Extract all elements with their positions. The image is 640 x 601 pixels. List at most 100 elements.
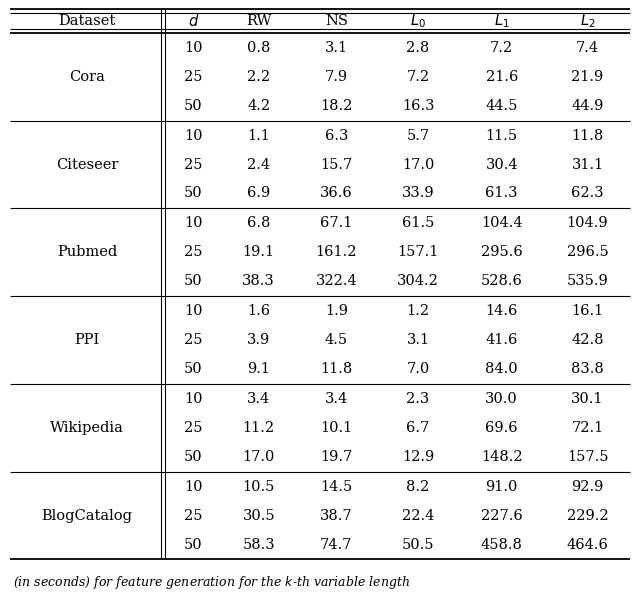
Text: Dataset: Dataset	[59, 14, 116, 28]
Text: 25: 25	[184, 157, 203, 171]
Text: 7.9: 7.9	[324, 70, 348, 84]
Text: 19.1: 19.1	[243, 245, 275, 260]
Text: PPI: PPI	[75, 333, 100, 347]
Text: 50: 50	[184, 99, 203, 112]
Text: 67.1: 67.1	[320, 216, 353, 230]
Text: 72.1: 72.1	[572, 421, 604, 435]
Text: 6.7: 6.7	[406, 421, 429, 435]
Text: 25: 25	[184, 70, 203, 84]
Text: 38.3: 38.3	[243, 274, 275, 288]
Text: BlogCatalog: BlogCatalog	[42, 509, 132, 523]
Text: 528.6: 528.6	[481, 274, 523, 288]
Text: $d$: $d$	[188, 13, 199, 29]
Text: 50: 50	[184, 186, 203, 200]
Text: 38.7: 38.7	[320, 509, 353, 523]
Text: 30.5: 30.5	[243, 509, 275, 523]
Text: 10: 10	[184, 129, 203, 142]
Text: 62.3: 62.3	[572, 186, 604, 200]
Text: 304.2: 304.2	[397, 274, 439, 288]
Text: 21.9: 21.9	[572, 70, 604, 84]
Text: 91.0: 91.0	[486, 480, 518, 494]
Text: 11.2: 11.2	[243, 421, 275, 435]
Text: 44.9: 44.9	[572, 99, 604, 112]
Text: 83.8: 83.8	[571, 362, 604, 376]
Text: 6.9: 6.9	[247, 186, 270, 200]
Text: 58.3: 58.3	[243, 538, 275, 552]
Text: Citeseer: Citeseer	[56, 157, 118, 171]
Text: 5.7: 5.7	[406, 129, 429, 142]
Text: 30.0: 30.0	[485, 392, 518, 406]
Text: 50.5: 50.5	[402, 538, 435, 552]
Text: 36.6: 36.6	[320, 186, 353, 200]
Text: 2.3: 2.3	[406, 392, 429, 406]
Text: 3.4: 3.4	[324, 392, 348, 406]
Text: 69.6: 69.6	[485, 421, 518, 435]
Text: 0.8: 0.8	[247, 41, 271, 55]
Text: 9.1: 9.1	[247, 362, 270, 376]
Text: 25: 25	[184, 245, 203, 260]
Text: 157.1: 157.1	[397, 245, 438, 260]
Text: 14.6: 14.6	[486, 304, 518, 319]
Text: 3.1: 3.1	[406, 333, 429, 347]
Text: 6.8: 6.8	[247, 216, 271, 230]
Text: 8.2: 8.2	[406, 480, 429, 494]
Text: 25: 25	[184, 333, 203, 347]
Text: 322.4: 322.4	[316, 274, 357, 288]
Text: 50: 50	[184, 538, 203, 552]
Text: 7.0: 7.0	[406, 362, 429, 376]
Text: 10: 10	[184, 41, 203, 55]
Text: 21.6: 21.6	[486, 70, 518, 84]
Text: 44.5: 44.5	[486, 99, 518, 112]
Text: 535.9: 535.9	[566, 274, 609, 288]
Text: 42.8: 42.8	[572, 333, 604, 347]
Text: 458.8: 458.8	[481, 538, 523, 552]
Text: 50: 50	[184, 362, 203, 376]
Text: 4.2: 4.2	[247, 99, 270, 112]
Text: (in seconds) for feature generation for the $k$-th variable length: (in seconds) for feature generation for …	[13, 575, 410, 591]
Text: RW: RW	[246, 14, 271, 28]
Text: 61.3: 61.3	[486, 186, 518, 200]
Text: 10: 10	[184, 304, 203, 319]
Text: 74.7: 74.7	[320, 538, 353, 552]
Text: 7.2: 7.2	[406, 70, 429, 84]
Text: 25: 25	[184, 509, 203, 523]
Text: 104.9: 104.9	[566, 216, 609, 230]
Text: 4.5: 4.5	[324, 333, 348, 347]
Text: 92.9: 92.9	[572, 480, 604, 494]
Text: 1.2: 1.2	[406, 304, 429, 319]
Text: 50: 50	[184, 450, 203, 464]
Text: Cora: Cora	[69, 70, 105, 84]
Text: 296.5: 296.5	[566, 245, 609, 260]
Text: 3.4: 3.4	[247, 392, 270, 406]
Text: 157.5: 157.5	[567, 450, 608, 464]
Text: 30.4: 30.4	[485, 157, 518, 171]
Text: 229.2: 229.2	[566, 509, 609, 523]
Text: 11.8: 11.8	[320, 362, 353, 376]
Text: 31.1: 31.1	[572, 157, 604, 171]
Text: 148.2: 148.2	[481, 450, 522, 464]
Text: 2.2: 2.2	[247, 70, 270, 84]
Text: 6.3: 6.3	[324, 129, 348, 142]
Text: 10.5: 10.5	[243, 480, 275, 494]
Text: 17.0: 17.0	[402, 157, 434, 171]
Text: 84.0: 84.0	[485, 362, 518, 376]
Text: 10: 10	[184, 480, 203, 494]
Text: 10: 10	[184, 392, 203, 406]
Text: 10: 10	[184, 216, 203, 230]
Text: Wikipedia: Wikipedia	[51, 421, 124, 435]
Text: 7.4: 7.4	[576, 41, 599, 55]
Text: 11.5: 11.5	[486, 129, 518, 142]
Text: 161.2: 161.2	[316, 245, 357, 260]
Text: 61.5: 61.5	[402, 216, 434, 230]
Text: 3.1: 3.1	[324, 41, 348, 55]
Text: Pubmed: Pubmed	[57, 245, 117, 260]
Text: 19.7: 19.7	[320, 450, 353, 464]
Text: 14.5: 14.5	[320, 480, 353, 494]
Text: 2.4: 2.4	[247, 157, 270, 171]
Text: 25: 25	[184, 421, 203, 435]
Text: 30.1: 30.1	[572, 392, 604, 406]
Text: 41.6: 41.6	[486, 333, 518, 347]
Text: 2.8: 2.8	[406, 41, 429, 55]
Text: 16.3: 16.3	[402, 99, 435, 112]
Text: 1.1: 1.1	[247, 129, 270, 142]
